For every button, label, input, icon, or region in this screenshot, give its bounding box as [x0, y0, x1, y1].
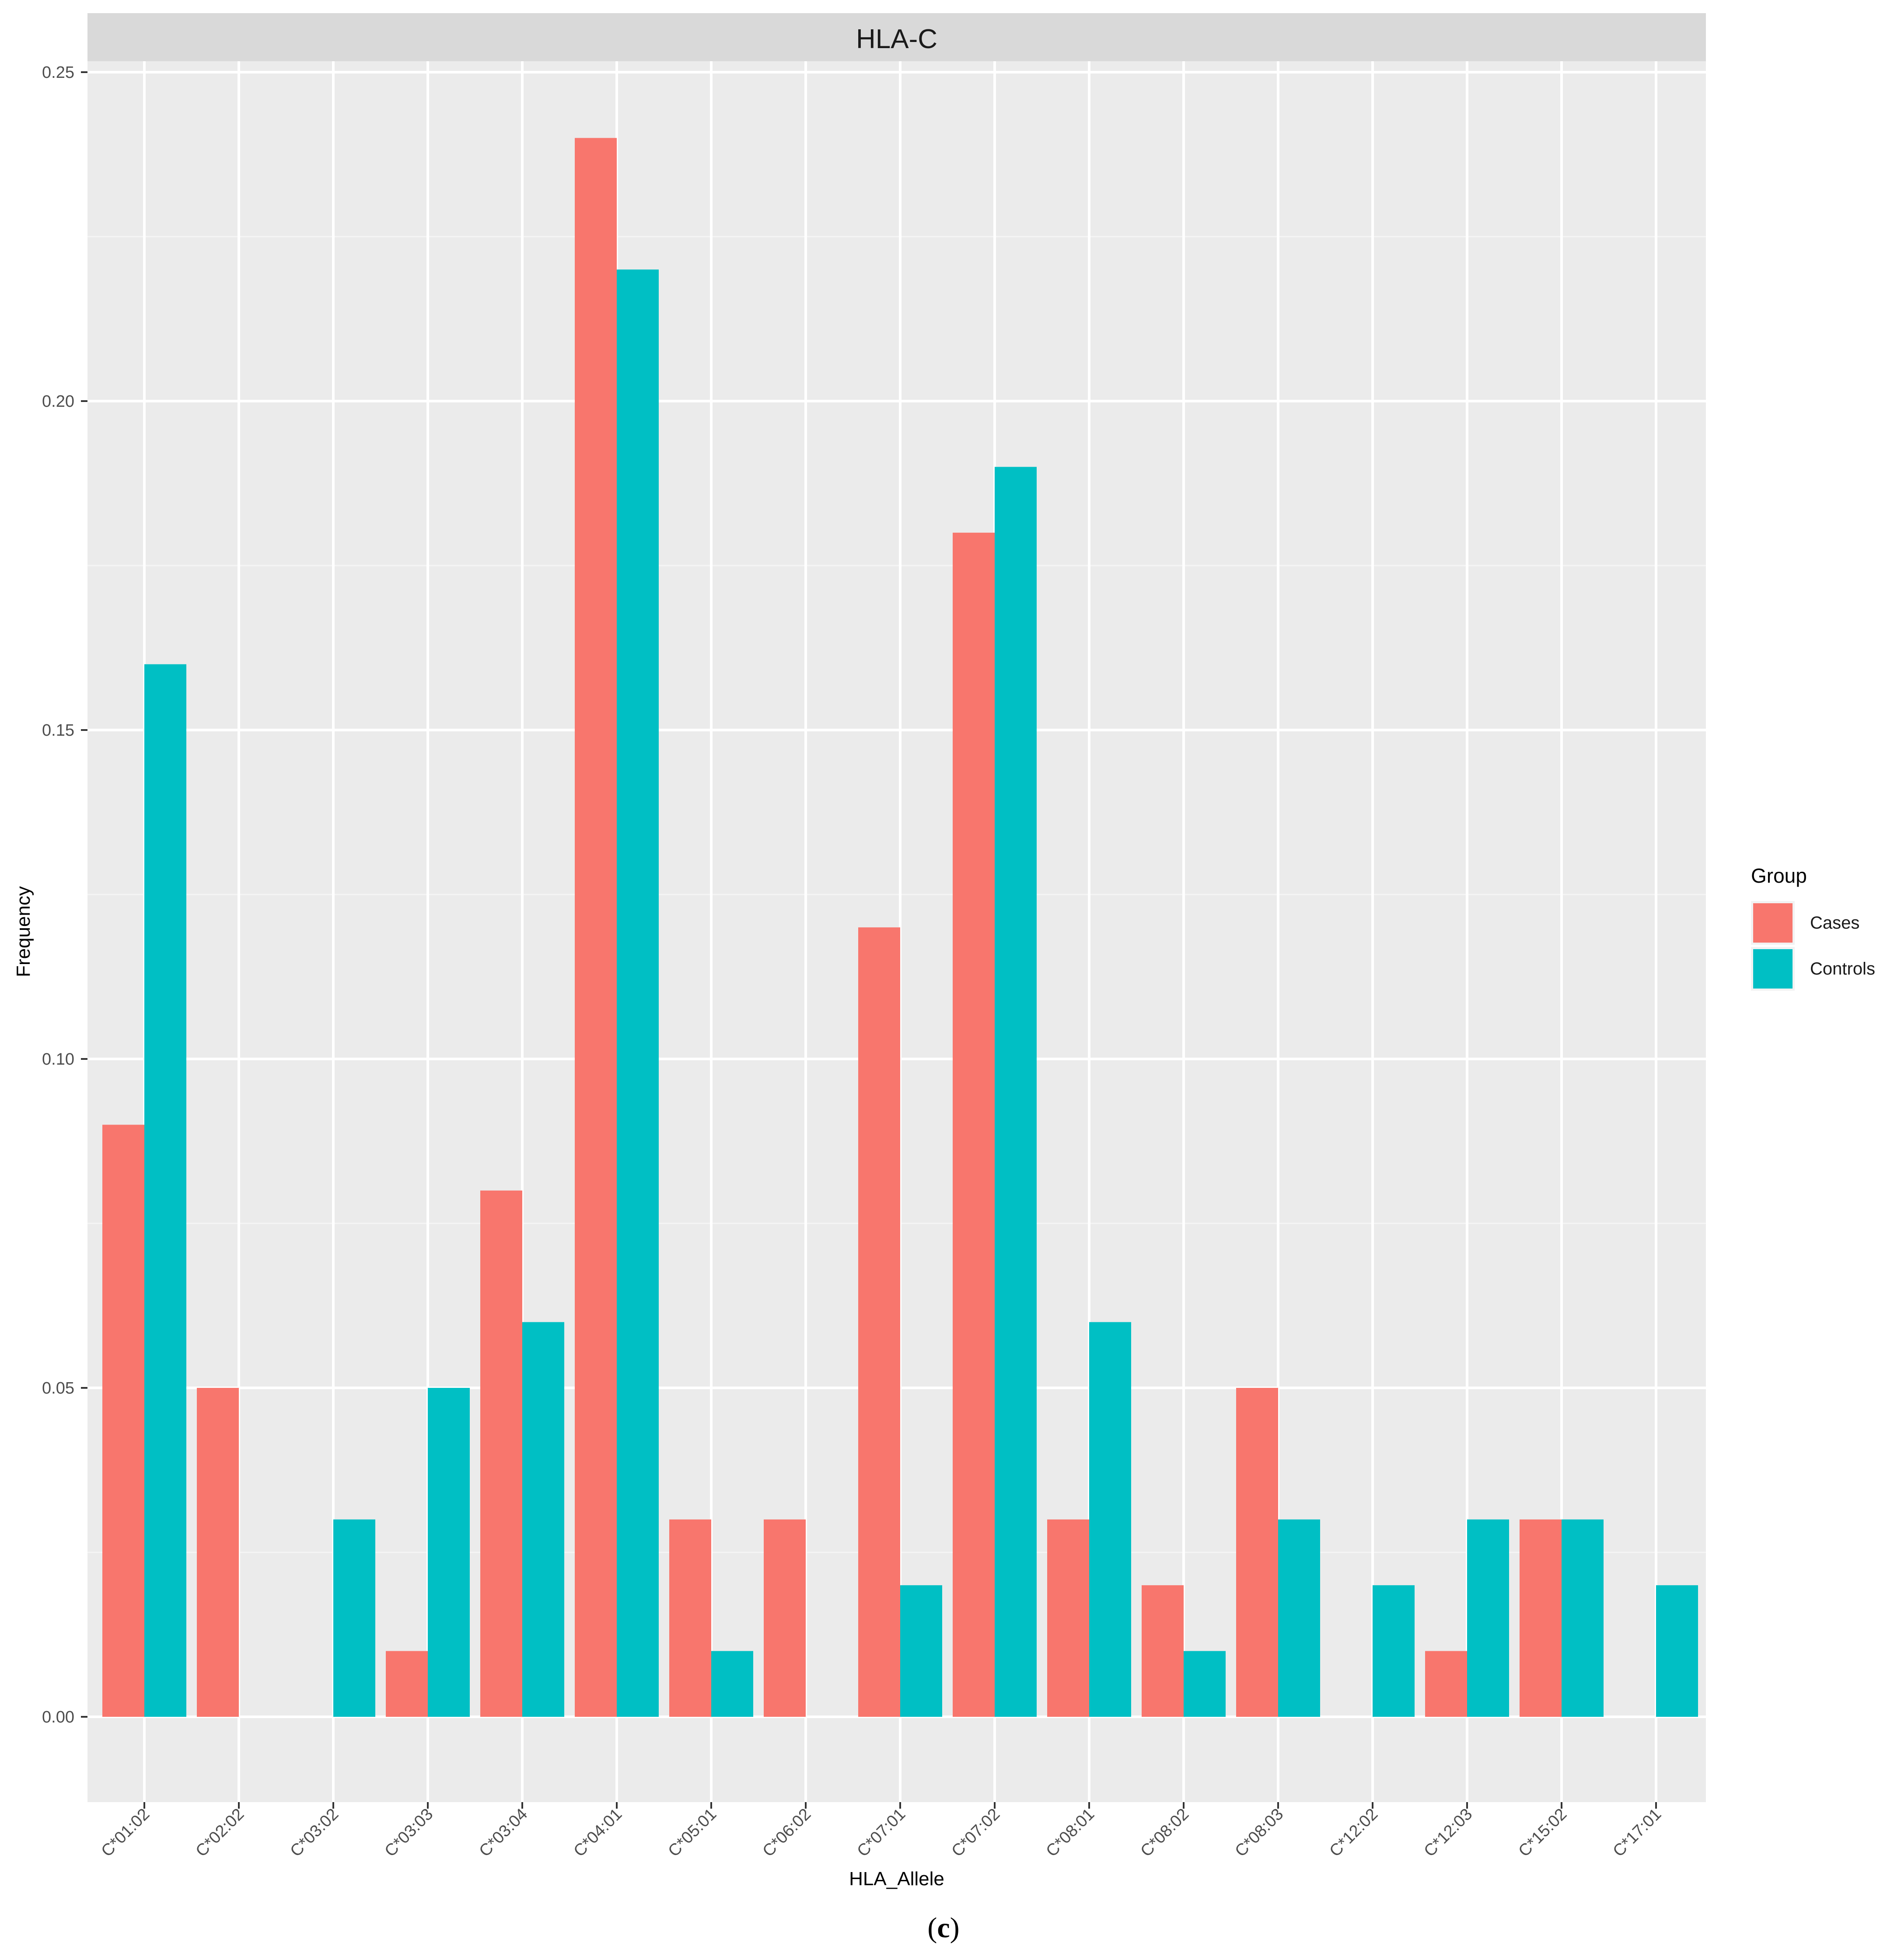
legend-swatch — [1753, 903, 1793, 943]
bar-chart: HLA-C 0.000.050.100.150.200.25 C*01:02 C*… — [13, 13, 1875, 1890]
bar-controls — [428, 1388, 470, 1717]
bar-controls — [1089, 1322, 1131, 1717]
y-tick-label: 0.10 — [42, 1050, 74, 1069]
x-tick-label: C*12:03 — [1421, 1805, 1476, 1861]
y-tick-label: 0.15 — [42, 721, 74, 740]
bar-controls — [144, 664, 186, 1717]
legend-swatch — [1753, 949, 1793, 989]
bar-cases — [953, 532, 995, 1717]
bar-controls — [333, 1519, 375, 1717]
bar-cases — [480, 1190, 522, 1717]
bar-cases — [1047, 1519, 1089, 1717]
x-tick-label: C*03:02 — [287, 1805, 342, 1861]
bar-controls — [522, 1322, 564, 1717]
y-tick-label: 0.20 — [42, 392, 74, 411]
panel-caption: (c) — [0, 1911, 1887, 1945]
y-axis-title: Frequency — [13, 886, 34, 977]
x-tick-label: C*12:02 — [1326, 1805, 1382, 1861]
x-tick-label: C*02:02 — [192, 1805, 248, 1861]
bar-controls — [995, 467, 1037, 1717]
x-tick-label: C*05:01 — [665, 1805, 720, 1861]
x-axis-title: HLA_Allele — [849, 1868, 944, 1890]
bar-cases — [102, 1125, 144, 1717]
bar-cases — [575, 138, 617, 1717]
legend-title: Group — [1751, 864, 1807, 887]
facet-strip — [87, 13, 1706, 61]
bar-controls — [1467, 1519, 1509, 1717]
legend-label: Controls — [1810, 959, 1875, 978]
caption-close: ) — [950, 1912, 960, 1944]
y-axis: 0.00 0.05 0.10 0.15 0.20 0.25 — [42, 63, 87, 1726]
legend: Group Cases Controls — [1751, 864, 1875, 991]
bar-controls — [1278, 1519, 1320, 1717]
bar-cases — [1425, 1651, 1467, 1717]
bar-cases — [669, 1519, 711, 1717]
x-tick-label: C*08:02 — [1137, 1805, 1193, 1861]
bar-controls — [711, 1651, 753, 1717]
caption-letter: c — [937, 1912, 950, 1944]
y-tick-label: 0.25 — [42, 63, 74, 82]
y-tick-label: 0.00 — [42, 1708, 74, 1726]
bar-cases — [197, 1388, 239, 1717]
x-tick-label: C*03:03 — [381, 1805, 437, 1861]
x-tick-label: C*04:01 — [570, 1805, 626, 1861]
x-tick-label: C*08:03 — [1232, 1805, 1287, 1861]
y-tick-label: 0.05 — [42, 1379, 74, 1398]
x-tick-label: C*01:02 — [98, 1805, 154, 1861]
x-tick-label: C*15:02 — [1515, 1805, 1571, 1861]
bar-cases — [858, 927, 900, 1717]
bar-controls — [1184, 1651, 1226, 1717]
bar-cases — [764, 1519, 806, 1717]
caption-open: ( — [927, 1912, 937, 1944]
bar-controls — [1562, 1519, 1604, 1717]
x-tick-label: C*07:02 — [948, 1805, 1004, 1861]
x-tick-label: C*03:04 — [476, 1805, 531, 1861]
bar-controls — [1656, 1585, 1698, 1717]
x-tick-label: C*17:01 — [1610, 1805, 1665, 1861]
bar-cases — [1520, 1519, 1562, 1717]
x-tick-label: C*06:02 — [759, 1805, 815, 1861]
facet-title: HLA-C — [856, 24, 937, 54]
legend-label: Cases — [1810, 913, 1859, 933]
bars — [102, 138, 1698, 1717]
bar-cases — [1142, 1585, 1184, 1717]
x-tick-label: C*07:01 — [854, 1805, 909, 1861]
x-tick-label: C*08:01 — [1043, 1805, 1098, 1861]
bar-cases — [386, 1651, 428, 1717]
bar-controls — [617, 269, 659, 1717]
x-axis: C*01:02 C*02:02 C*03:02 C*03:03 C*03:04 C*04:… — [98, 1802, 1665, 1860]
bar-cases — [1236, 1388, 1278, 1717]
bar-controls — [900, 1585, 942, 1717]
bar-controls — [1373, 1585, 1415, 1717]
